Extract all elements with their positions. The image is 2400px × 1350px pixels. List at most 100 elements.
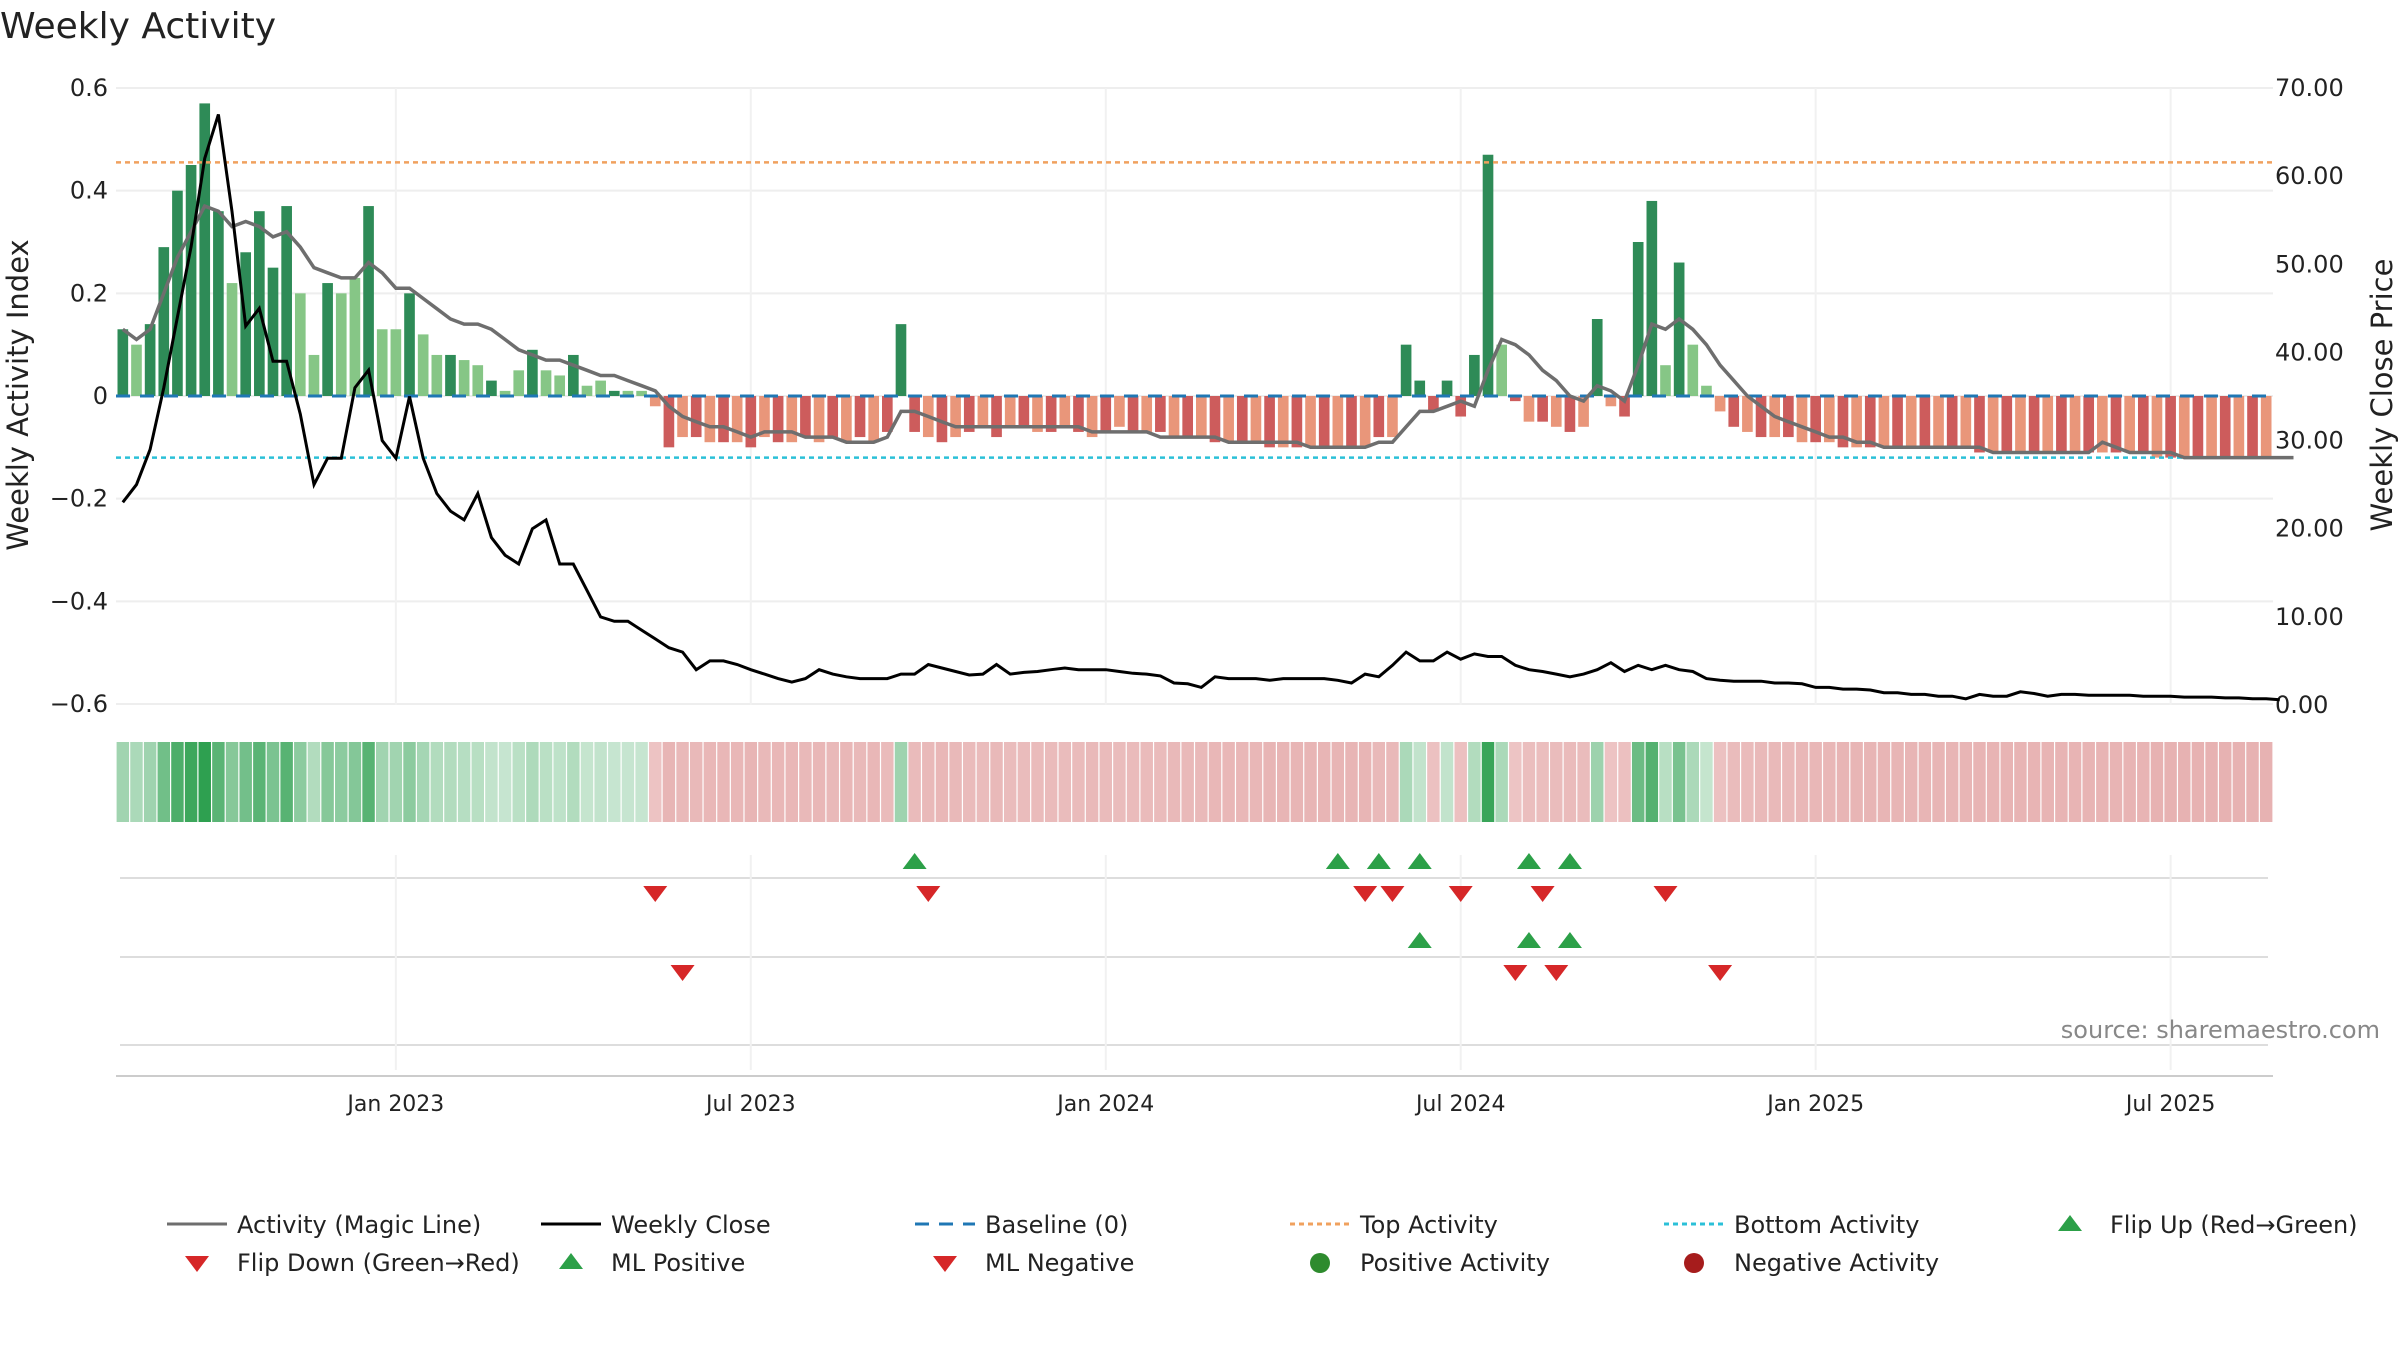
activity-bar (1946, 396, 1958, 448)
activity-bar (554, 375, 566, 396)
heat-cell (785, 742, 798, 822)
activity-bar (1919, 396, 1931, 448)
heat-cell (1249, 742, 1263, 822)
legend-flip-down: Flip Down (Green→Red) (237, 1249, 520, 1277)
ml-positive-marker (1557, 932, 1582, 948)
heat-cell (2191, 742, 2205, 822)
heat-cell (498, 742, 512, 822)
heat-cell (143, 742, 157, 822)
activity-bar (2151, 396, 2163, 458)
x-tick-label: Jul 2024 (1414, 1092, 1506, 1117)
activity-bar (486, 380, 497, 396)
left-axis-ticks: 0.6 0.4 0.2 0 −0.2 −0.4 −0.6 (50, 74, 108, 718)
heat-cell (1290, 742, 1304, 822)
flip-down-marker (1530, 886, 1555, 902)
weekly-close-line (121, 113, 2280, 702)
activity-bar (745, 396, 757, 448)
activity-bar (1892, 396, 1903, 448)
activity-bar (1045, 396, 1057, 432)
heat-cell (922, 742, 935, 822)
flip-down-marker (1380, 886, 1405, 902)
heat-cell (1795, 742, 1809, 822)
activity-bar (117, 329, 129, 396)
activity-bar (1223, 396, 1234, 443)
activity-bar (636, 390, 647, 396)
activity-bar (1059, 396, 1071, 427)
heat-cell (266, 742, 280, 822)
heat-cell (539, 742, 553, 822)
heat-cell (2137, 742, 2150, 822)
heat-cell (730, 742, 744, 822)
activity-bar (1550, 396, 1562, 427)
legend-ml-negative-icon (933, 1256, 957, 1272)
heat-cell (471, 742, 485, 822)
activity-bar (1796, 396, 1808, 443)
activity-bar (540, 370, 552, 396)
activity-bar (663, 396, 675, 448)
activity-bar (731, 396, 743, 443)
heat-cell (1672, 742, 1686, 822)
heat-cell (1727, 742, 1740, 822)
heat-cell (2164, 742, 2177, 822)
left-axis-label: Weekly Activity Index (1, 239, 35, 550)
activity-bar (1141, 396, 1153, 432)
heat-cell (676, 742, 689, 822)
heat-cell (1085, 742, 1099, 822)
activity-bar (2110, 396, 2122, 453)
right-tick-label: 70.00 (2275, 74, 2344, 102)
activity-bar (1114, 396, 1125, 427)
heat-cell (1659, 742, 1672, 822)
heat-cell (1304, 742, 1317, 822)
activity-bar (513, 370, 525, 396)
ml-negative-marker (1544, 965, 1569, 981)
heat-cell (1918, 742, 1932, 822)
ml-negative-marker (670, 965, 695, 981)
heat-cell (1236, 742, 1249, 822)
heat-cell (2055, 742, 2068, 822)
activity-bar (1701, 385, 1712, 396)
activity-bar (1619, 396, 1630, 417)
heat-cell (908, 742, 921, 822)
heat-cell (649, 742, 662, 822)
activity-bar (977, 396, 989, 427)
heat-cell (362, 742, 375, 822)
activity-bar (172, 190, 183, 396)
activity-bar (1605, 396, 1617, 407)
flip-up-marker (1557, 853, 1582, 869)
heat-cell (812, 742, 826, 822)
activity-bar (199, 103, 211, 397)
activity-bar (322, 283, 333, 396)
heat-cell (1440, 742, 1454, 822)
heat-cell (389, 742, 403, 822)
heat-cell (321, 742, 334, 822)
activity-bar (1209, 396, 1221, 443)
activity-bar (1714, 396, 1726, 412)
heat-cell (2068, 742, 2082, 822)
activity-bar (390, 329, 402, 396)
activity-bar (1905, 396, 1917, 448)
x-tick-label: Jan 2023 (345, 1092, 444, 1117)
heat-cell (1154, 742, 1167, 822)
ml-positive-marker (1516, 932, 1541, 948)
legend-positive-activity-icon (1310, 1253, 1330, 1273)
heat-cell (1140, 742, 1153, 822)
heat-cell (635, 742, 648, 822)
heat-cell (867, 742, 880, 822)
activity-bar (1236, 396, 1248, 443)
magic-line (121, 203, 2294, 460)
heat-cell (1222, 742, 1235, 822)
heat-cell (444, 742, 457, 822)
heat-cell (2041, 742, 2054, 822)
heat-cell (130, 742, 143, 822)
activity-bar (2124, 396, 2135, 453)
heat-cell (976, 742, 990, 822)
heat-cell (1181, 742, 1194, 822)
heat-cell (1481, 742, 1495, 822)
activity-bar (963, 396, 975, 432)
heat-cell (1904, 742, 1918, 822)
heat-cell (2178, 742, 2191, 822)
activity-bar (267, 267, 279, 396)
right-axis-label: Weekly Close Price (2365, 259, 2399, 532)
event-marker-rows (120, 853, 2268, 1070)
heat-cell (662, 742, 676, 822)
